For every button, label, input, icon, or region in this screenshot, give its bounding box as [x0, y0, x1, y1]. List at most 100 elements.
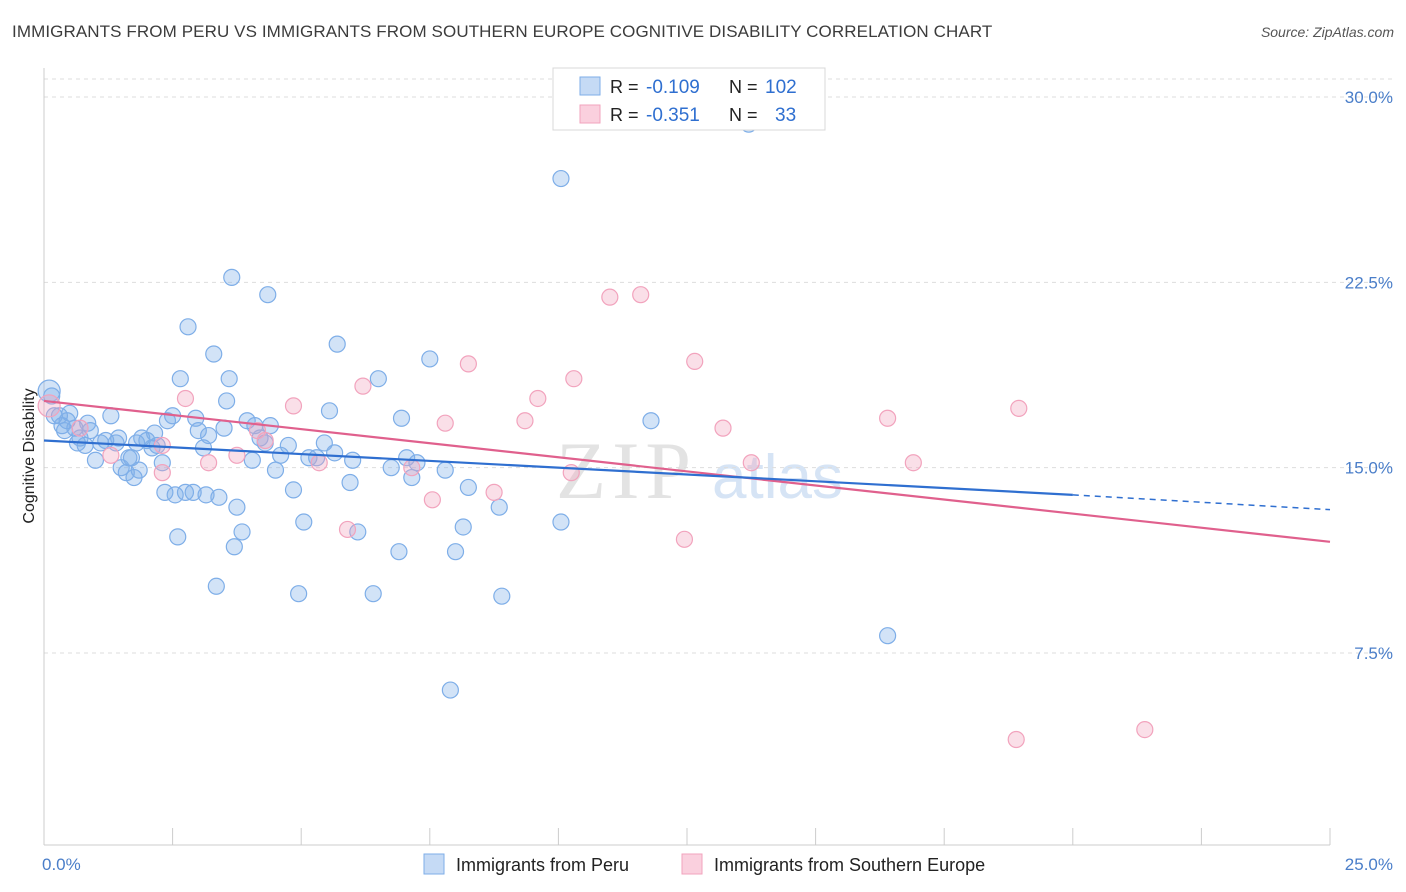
peru-point — [158, 412, 177, 430]
peru-point — [493, 587, 511, 605]
series-peru-points — [37, 115, 897, 699]
x-tick-label-min: 0.0% — [42, 855, 81, 874]
peru-point — [109, 429, 128, 447]
southern-europe-point — [1010, 399, 1028, 417]
peru-point — [436, 461, 454, 479]
peru-point — [552, 169, 570, 188]
peru-point — [290, 585, 308, 603]
peru-point — [127, 434, 146, 452]
axes — [43, 68, 1331, 846]
y-tick-label: 30.0% — [1345, 88, 1393, 107]
southern-europe-point — [565, 370, 583, 388]
bottom-legend-label-peru: Immigrants from Peru — [456, 855, 629, 875]
southern-europe-point — [632, 286, 650, 304]
peru-point — [215, 419, 233, 437]
peru-point — [369, 370, 387, 388]
peru-point — [421, 350, 439, 368]
peru-point — [459, 478, 477, 497]
y-tick-label: 15.0% — [1345, 459, 1393, 478]
peru-point — [398, 449, 416, 467]
peru-point — [266, 461, 285, 479]
southern-europe-point — [102, 446, 120, 464]
peru-point — [86, 451, 105, 469]
peru-point — [156, 483, 174, 501]
tick-labels: 7.5% 15.0% 22.5% 30.0% 0.0% 25.0% — [42, 88, 1393, 874]
peru-point — [315, 434, 333, 452]
peru-point — [166, 486, 184, 504]
peru-point — [53, 417, 71, 435]
southern-europe-point — [879, 409, 897, 427]
bottom-legend-swatch-southern-europe — [681, 853, 703, 875]
gridlines — [44, 78, 1392, 654]
y-tick-label: 22.5% — [1345, 273, 1393, 292]
peru-point — [328, 335, 346, 353]
southern-europe-point — [403, 459, 421, 477]
southern-europe-point — [714, 419, 732, 437]
x-tick-label-max: 25.0% — [1345, 855, 1393, 874]
peru-point — [223, 268, 241, 286]
southern-europe-point — [176, 389, 195, 408]
southern-europe-point — [338, 520, 357, 539]
peru-point — [220, 370, 238, 388]
peru-point — [490, 498, 508, 516]
bottom-legend-swatch-peru — [423, 853, 445, 875]
legend-r-label-southern-europe: R = — [610, 105, 639, 125]
peru-point — [200, 426, 218, 445]
bottom-legend-label-southern-europe: Immigrants from Southern Europe — [714, 855, 985, 875]
legend-n-value-peru: 102 — [765, 77, 797, 98]
legend-r-value-southern-europe: -0.351 — [646, 105, 700, 126]
peru-point — [642, 412, 660, 430]
peru-point — [179, 318, 197, 336]
y-tick-label: 7.5% — [1354, 644, 1393, 663]
trend-line-southern-europe — [43, 399, 1331, 543]
peru-point — [218, 392, 236, 410]
southern-europe-point — [516, 412, 534, 430]
peru-point — [207, 577, 225, 595]
southern-europe-point — [1136, 721, 1154, 739]
peru-point — [279, 436, 297, 455]
peru-point — [61, 404, 79, 422]
peru-point — [364, 585, 382, 603]
legend-r-value-peru: -0.109 — [646, 77, 700, 98]
legend-n-label-peru: N = — [729, 77, 758, 97]
peru-point — [225, 538, 243, 556]
southern-europe-point — [686, 352, 704, 371]
southern-europe-point — [310, 454, 328, 472]
peru-point — [153, 454, 171, 472]
southern-europe-point — [200, 454, 218, 472]
peru-point — [552, 513, 570, 531]
peru-point — [341, 473, 359, 492]
southern-europe-point — [256, 431, 274, 450]
peru-point — [441, 681, 459, 699]
chart-title: IMMIGRANTS FROM PERU VS IMMIGRANTS FROM … — [12, 22, 993, 41]
legend-swatch-southern-europe — [579, 104, 601, 124]
southern-europe-point — [1007, 730, 1025, 749]
series-legend: Immigrants from Peru Immigrants from Sou… — [423, 853, 985, 875]
peru-point — [130, 461, 148, 479]
peru-point — [81, 422, 99, 440]
southern-europe-point — [71, 419, 89, 437]
peru-point — [76, 436, 94, 455]
southern-europe-point — [284, 397, 303, 415]
peru-point — [102, 407, 120, 425]
correlation-legend: R = -0.109 N = 102 R = -0.351 N = 33 — [552, 67, 826, 131]
peru-point — [228, 498, 246, 516]
southern-europe-point — [459, 355, 477, 373]
peru-point — [454, 518, 472, 536]
southern-europe-point — [354, 377, 372, 395]
peru-point — [243, 451, 261, 469]
peru-point — [390, 543, 408, 561]
peru-point — [392, 409, 411, 427]
y-axis-title: Cognitive Disability — [21, 388, 38, 523]
peru-point — [382, 459, 400, 477]
legend-r-label-peru: R = — [610, 77, 639, 97]
southern-europe-point — [904, 454, 922, 472]
southern-europe-point — [675, 530, 694, 548]
source-credit: Source: ZipAtlas.com — [1260, 24, 1394, 40]
peru-point — [295, 513, 313, 531]
peru-point — [326, 444, 344, 462]
peru-point — [171, 370, 189, 388]
legend-n-label-southern-europe: N = — [729, 105, 758, 125]
peru-point — [284, 481, 303, 499]
